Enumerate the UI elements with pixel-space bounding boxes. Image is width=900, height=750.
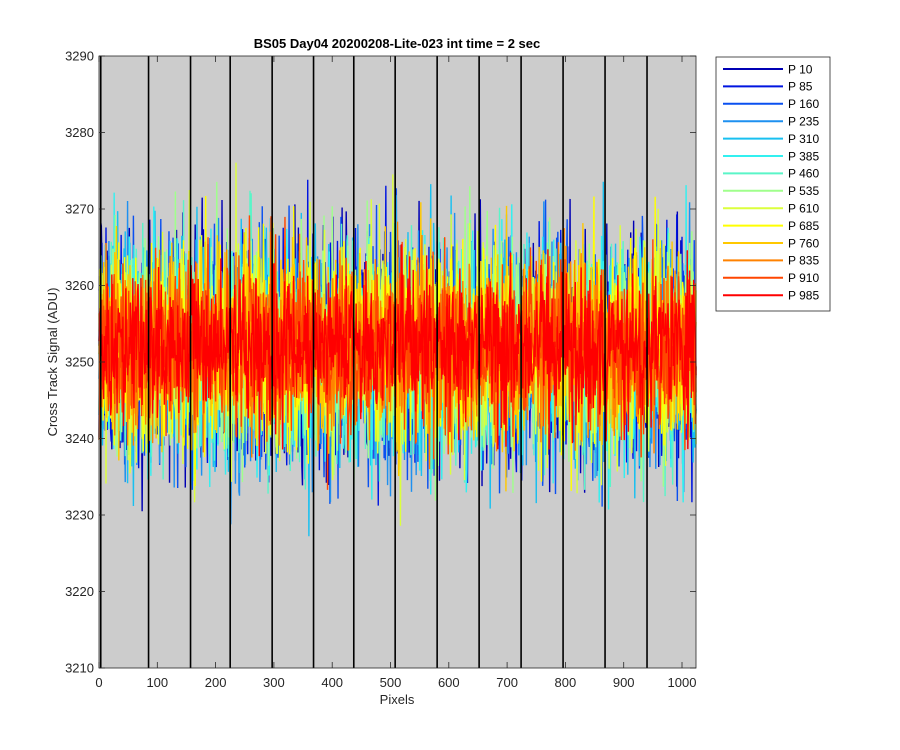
legend-label: P 10 bbox=[788, 62, 813, 76]
y-tick-label: 3260 bbox=[65, 278, 94, 293]
x-tick-label: 0 bbox=[95, 675, 102, 690]
legend-label: P 310 bbox=[788, 132, 819, 146]
legend-label: P 610 bbox=[788, 202, 819, 216]
y-tick-label: 3280 bbox=[65, 125, 94, 140]
y-tick-label: 3240 bbox=[65, 431, 94, 446]
y-axis-ticks: 3210 3220 3230 3240 3250 3260 3270 3280 3290 bbox=[65, 49, 696, 676]
x-tick-label: 900 bbox=[613, 675, 635, 690]
legend-label: P 460 bbox=[788, 167, 819, 181]
legend-label: P 835 bbox=[788, 254, 819, 268]
legend-label: P 235 bbox=[788, 115, 819, 129]
legend-label: P 985 bbox=[788, 289, 819, 303]
legend-label: P 535 bbox=[788, 184, 819, 198]
y-tick-label: 3210 bbox=[65, 661, 94, 676]
series-layer bbox=[98, 162, 697, 537]
legend-box bbox=[715, 56, 831, 312]
x-axis-label: Pixels bbox=[380, 692, 415, 707]
x-tick-label: 100 bbox=[146, 675, 168, 690]
x-tick-label: 400 bbox=[321, 675, 343, 690]
y-tick-label: 3290 bbox=[65, 49, 94, 64]
legend-label: P 760 bbox=[788, 236, 819, 250]
x-tick-label: 200 bbox=[205, 675, 227, 690]
y-tick-label: 3270 bbox=[65, 202, 94, 217]
y-axis-label: Cross Track Signal (ADU) bbox=[45, 288, 60, 437]
legend-label: P 910 bbox=[788, 271, 819, 285]
x-tick-label: 800 bbox=[555, 675, 577, 690]
legend-label: P 385 bbox=[788, 149, 819, 163]
legend: P 10 P 85 P 160 P 235 P 310 P 385 P 460 P 535 P … bbox=[715, 56, 831, 312]
x-tick-label: 700 bbox=[496, 675, 518, 690]
x-tick-label: 1000 bbox=[668, 675, 697, 690]
y-tick-label: 3230 bbox=[65, 508, 94, 523]
x-tick-label: 600 bbox=[438, 675, 460, 690]
y-tick-label: 3220 bbox=[65, 584, 94, 599]
legend-label: P 85 bbox=[788, 80, 813, 94]
series-line-p985 bbox=[98, 244, 697, 457]
y-tick-label: 3250 bbox=[65, 355, 94, 370]
legend-label: P 685 bbox=[788, 219, 819, 233]
legend-items: P 10 P 85 P 160 P 235 P 310 P 385 P 460 P 535 P … bbox=[723, 62, 819, 303]
chart-title: BS05 Day04 20200208-Lite-023 int time = … bbox=[254, 36, 541, 51]
x-axis-ticks: 0 100 200 300 400 500 600 700 800 900 1000 bbox=[95, 56, 696, 690]
x-tick-label: 500 bbox=[380, 675, 402, 690]
legend-label: P 160 bbox=[788, 97, 819, 111]
x-tick-label: 300 bbox=[263, 675, 285, 690]
